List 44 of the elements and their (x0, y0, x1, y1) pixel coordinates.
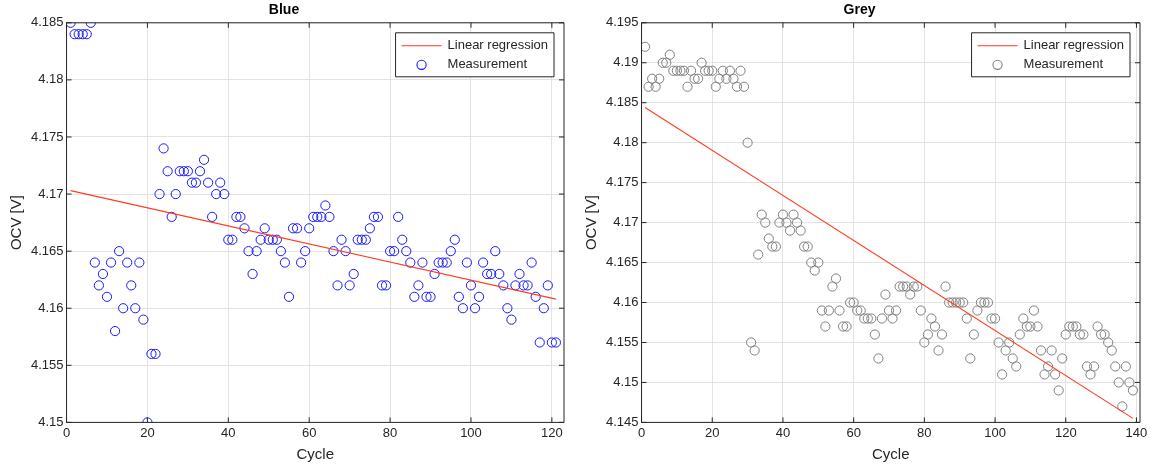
x-tick-label: 120 (541, 424, 563, 440)
x-tick-label: 20 (140, 424, 155, 440)
y-tick-label: 4.155 (30, 356, 64, 372)
legend-label: Linear regression (1023, 37, 1125, 53)
y-tick-label: 4.16 (38, 299, 64, 315)
x-tick-label: 20 (705, 424, 720, 440)
legend-label: Linear regression (447, 37, 549, 53)
y-tick-label: 4.18 (613, 134, 639, 150)
x-tick-label: 100 (460, 424, 482, 440)
x-tick-label: 40 (221, 424, 236, 440)
y-tick-label: 4.145 (605, 413, 639, 429)
legend-label: Measurement (1023, 56, 1104, 72)
y-axis-title: OCV [V] (582, 195, 600, 251)
x-tick-label: 60 (301, 424, 317, 440)
y-tick-label: 4.16 (613, 294, 639, 310)
x-axis-title: Cycle (872, 445, 910, 463)
y-tick-label: 4.15 (38, 413, 64, 429)
x-tick-label: 140 (1125, 424, 1148, 440)
y-tick-label: 4.165 (605, 254, 639, 270)
y-tick-label: 4.185 (605, 94, 639, 110)
y-tick-label: 4.175 (605, 174, 639, 190)
chart-title: Grey (843, 1, 876, 18)
x-tick-label: 0 (62, 424, 71, 440)
x-tick-label: 0 (637, 424, 646, 440)
y-tick-label: 4.175 (30, 128, 64, 144)
y-axis-title: OCV [V] (7, 195, 25, 251)
y-tick-label: 4.195 (605, 14, 639, 30)
x-tick-label: 100 (984, 424, 1006, 440)
y-tick-label: 4.155 (605, 334, 639, 350)
y-tick-label: 4.15 (613, 374, 639, 390)
x-tick-label: 80 (382, 424, 398, 440)
x-tick-label: 120 (1054, 424, 1077, 440)
x-tick-label: 60 (846, 424, 861, 440)
x-tick-label: 40 (775, 424, 791, 440)
y-tick-label: 4.17 (38, 185, 64, 201)
x-axis-title: Cycle (296, 445, 335, 463)
y-tick-label: 4.19 (613, 54, 639, 70)
x-tick-label: 80 (917, 424, 932, 440)
legend-label: Measurement (447, 56, 528, 72)
y-tick-label: 4.185 (30, 14, 64, 30)
y-tick-label: 4.165 (30, 242, 64, 258)
y-tick-label: 4.17 (613, 214, 639, 230)
y-tick-label: 4.18 (38, 71, 64, 87)
chart-title: Blue (268, 1, 300, 18)
